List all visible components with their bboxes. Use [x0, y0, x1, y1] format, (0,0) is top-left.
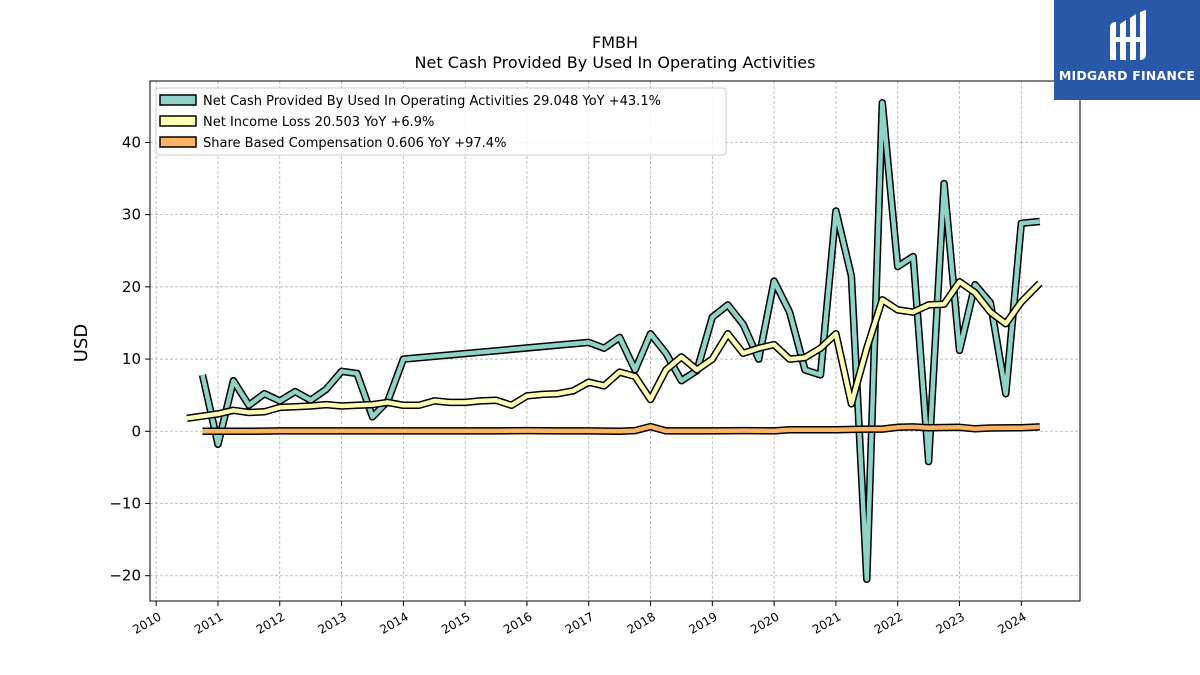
- x-tick-label: 2016: [501, 609, 534, 636]
- series-net-income-loss: [186, 278, 1043, 423]
- chart-subtitle: Net Cash Provided By Used In Operating A…: [415, 53, 816, 72]
- x-tick-label: 2010: [130, 609, 163, 636]
- x-tick-label: 2022: [872, 609, 905, 636]
- x-tick-label: 2024: [995, 609, 1028, 636]
- y-axis: −20 −10 0 10 20 30 40: [109, 133, 150, 585]
- legend-label: Share Based Compensation 0.606 YoY +97.4…: [203, 136, 506, 151]
- series-line: [186, 279, 1042, 421]
- legend-label: Net Cash Provided By Used In Operating A…: [203, 94, 661, 109]
- y-tick-label: 10: [122, 350, 141, 368]
- series-layer: [186, 98, 1043, 584]
- series-share-based-compensation: [202, 422, 1040, 436]
- brand-logo: MIDGARD FINANCE: [1054, 0, 1200, 100]
- y-tick-label: 30: [122, 206, 141, 224]
- y-tick-label: 20: [122, 278, 141, 296]
- legend: Net Cash Provided By Used In Operating A…: [155, 87, 727, 156]
- x-tick-label: 2018: [625, 609, 658, 636]
- plot-frame: [149, 80, 1081, 602]
- x-tick-label: 2017: [563, 609, 596, 636]
- legend-swatch: [159, 94, 197, 106]
- series-net-cash-provided-by-used-in-operating-activities: [198, 98, 1041, 584]
- series-line: [200, 100, 1041, 582]
- y-tick-label: 40: [122, 133, 141, 151]
- x-tick-label: 2021: [810, 609, 843, 636]
- legend-box: [155, 87, 727, 156]
- x-tick-label: 2023: [934, 609, 967, 636]
- y-tick-label: −10: [109, 495, 141, 513]
- x-tick-label: 2012: [254, 609, 287, 636]
- y-tick-label: 0: [131, 422, 141, 440]
- x-tick-label: 2014: [377, 609, 410, 636]
- x-tick-label: 2015: [439, 609, 472, 636]
- x-tick-label: 2013: [316, 609, 349, 636]
- y-axis-label: USD: [71, 324, 92, 362]
- legend-swatch: [159, 136, 197, 148]
- x-tick-label: 2011: [192, 609, 225, 636]
- x-axis: 2010 2011 2012 2013 2014 2015 2016 2017 2018 2019…: [130, 601, 1029, 637]
- series-line: [202, 424, 1040, 434]
- logo-text: MIDGARD FINANCE: [1058, 68, 1196, 83]
- y-tick-label: −20: [109, 567, 141, 585]
- x-tick-label: 2019: [686, 609, 719, 636]
- logo-mark-icon: [1110, 10, 1146, 60]
- chart-title: FMBH: [592, 33, 638, 52]
- x-tick-label: 2020: [748, 609, 781, 636]
- legend-label: Net Income Loss 20.503 YoY +6.9%: [203, 115, 434, 130]
- legend-swatch: [159, 115, 197, 127]
